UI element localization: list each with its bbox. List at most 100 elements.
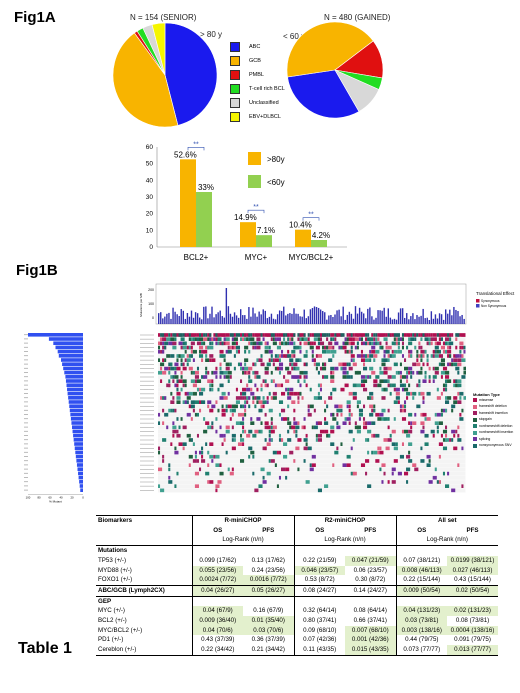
- mutation-cell: [252, 400, 255, 404]
- mutation-cell: [297, 467, 300, 472]
- mutation-cell: [196, 379, 202, 383]
- mutation-cell: [270, 459, 275, 463]
- mutation-type-swatch: [473, 424, 477, 428]
- mutation-cell: [196, 459, 199, 463]
- mutation-cell: [395, 337, 398, 341]
- mutation-cell: [391, 375, 396, 379]
- mutation-type-label: nonframeshift deletion: [479, 423, 513, 428]
- burden-bar: [295, 313, 297, 324]
- burden-bar: [184, 318, 187, 324]
- mutation-cell: [252, 333, 255, 337]
- mutation-cell: [375, 349, 380, 354]
- mutation-cell: [373, 354, 378, 358]
- mutation-cell: [231, 333, 234, 337]
- mutation-cell: [340, 442, 343, 446]
- mutation-cell: [285, 467, 290, 472]
- mutation-cell: [461, 408, 464, 413]
- burden-tick: 0: [152, 316, 154, 320]
- pct-mutant-bar: [70, 412, 83, 417]
- mutation-cell: [276, 450, 279, 455]
- mutation-cell: [379, 446, 382, 451]
- mutation-cell: [295, 433, 298, 438]
- mutation-cell: [432, 366, 435, 371]
- mutation-cell: [248, 366, 253, 371]
- mutation-cell: [276, 345, 281, 350]
- mutation-cell: [268, 345, 271, 350]
- mutation-cell: [363, 379, 368, 383]
- mutation-cell: [158, 467, 163, 472]
- mutation-cell: [326, 349, 331, 354]
- table-cell: 0.02 (131/23): [447, 606, 499, 617]
- pct-tick: 20: [70, 496, 74, 500]
- mutation-cell: [315, 433, 318, 438]
- senior-slice-gcb: [112, 32, 179, 128]
- mutation-cell: [168, 337, 171, 341]
- burden-bar: [348, 311, 351, 324]
- mutation-cell: [418, 370, 423, 375]
- mutation-cell: [227, 404, 232, 409]
- mutation-cell: [442, 429, 448, 434]
- mutation-cell: [346, 333, 349, 337]
- mutation-cell: [363, 366, 368, 371]
- burden-bar: [399, 308, 402, 324]
- mutation-cell: [369, 366, 374, 371]
- translational-effect-label: Synonymous: [481, 299, 500, 303]
- burden-bar: [170, 318, 172, 324]
- mutation-cell: [215, 375, 218, 379]
- mutation-cell: [408, 337, 411, 341]
- mutation-cell: [401, 345, 404, 350]
- burden-bar: [371, 316, 373, 324]
- mutation-cell: [352, 358, 355, 362]
- mutation-cell: [363, 404, 366, 409]
- mutation-cell: [158, 421, 161, 425]
- mutation-cell: [445, 438, 450, 442]
- mutation-cell: [291, 366, 294, 371]
- burden-bar: [451, 315, 453, 324]
- burden-bar: [209, 313, 211, 324]
- mutation-cell: [367, 421, 372, 425]
- mutation-cell: [227, 379, 230, 383]
- mutation-cell: [412, 391, 417, 396]
- mutation-cell: [338, 362, 343, 367]
- mutation-cell: [291, 425, 296, 430]
- mutation-cell: [158, 345, 161, 350]
- pct-axis-label: % Mutant: [49, 500, 62, 504]
- mutation-cell: [461, 484, 464, 488]
- mutation-cell: [158, 484, 161, 488]
- table-cell: 0.08 (24/27): [293, 585, 345, 597]
- mutation-cell: [281, 349, 284, 354]
- mutation-cell: [278, 358, 281, 362]
- burden-bar: [311, 307, 314, 324]
- table-cell: 0.06 (23/57): [353, 566, 387, 574]
- burden-bar: [461, 314, 463, 324]
- mutation-cell: [174, 370, 177, 375]
- mutation-cell: [373, 379, 378, 383]
- mutation-cell: [360, 375, 366, 379]
- mutation-cell: [274, 463, 277, 467]
- burden-bar: [410, 316, 412, 324]
- row-biomarker-name: Cereblon (+/-): [98, 646, 137, 654]
- mutation-cell: [428, 341, 431, 346]
- mutation-cell: [192, 400, 195, 404]
- burden-bar: [283, 306, 285, 324]
- mutation-cell: [270, 333, 275, 337]
- mutation-cell: [434, 467, 437, 472]
- mutation-cell: [406, 345, 409, 350]
- burden-bar: [203, 306, 205, 324]
- mutation-cell: [391, 354, 396, 358]
- mutation-cell: [461, 354, 464, 358]
- mutation-cell: [395, 370, 398, 375]
- mutation-cell: [373, 404, 376, 409]
- mutation-cell: [455, 379, 458, 383]
- mutation-cell: [434, 354, 439, 358]
- mutation-cell: [447, 349, 452, 354]
- mutation-cell: [268, 459, 271, 463]
- sub-os: OS: [293, 525, 345, 536]
- mutation-cell: [422, 396, 425, 400]
- table-row: PD1 (+/-) 0.43 (37/39) 0.36 (37/39) 0.07 (4…: [96, 635, 498, 646]
- mutation-cell: [350, 349, 353, 354]
- mutation-cell: [371, 341, 374, 346]
- mutation-cell: [387, 379, 390, 383]
- mutation-cell: [336, 408, 341, 413]
